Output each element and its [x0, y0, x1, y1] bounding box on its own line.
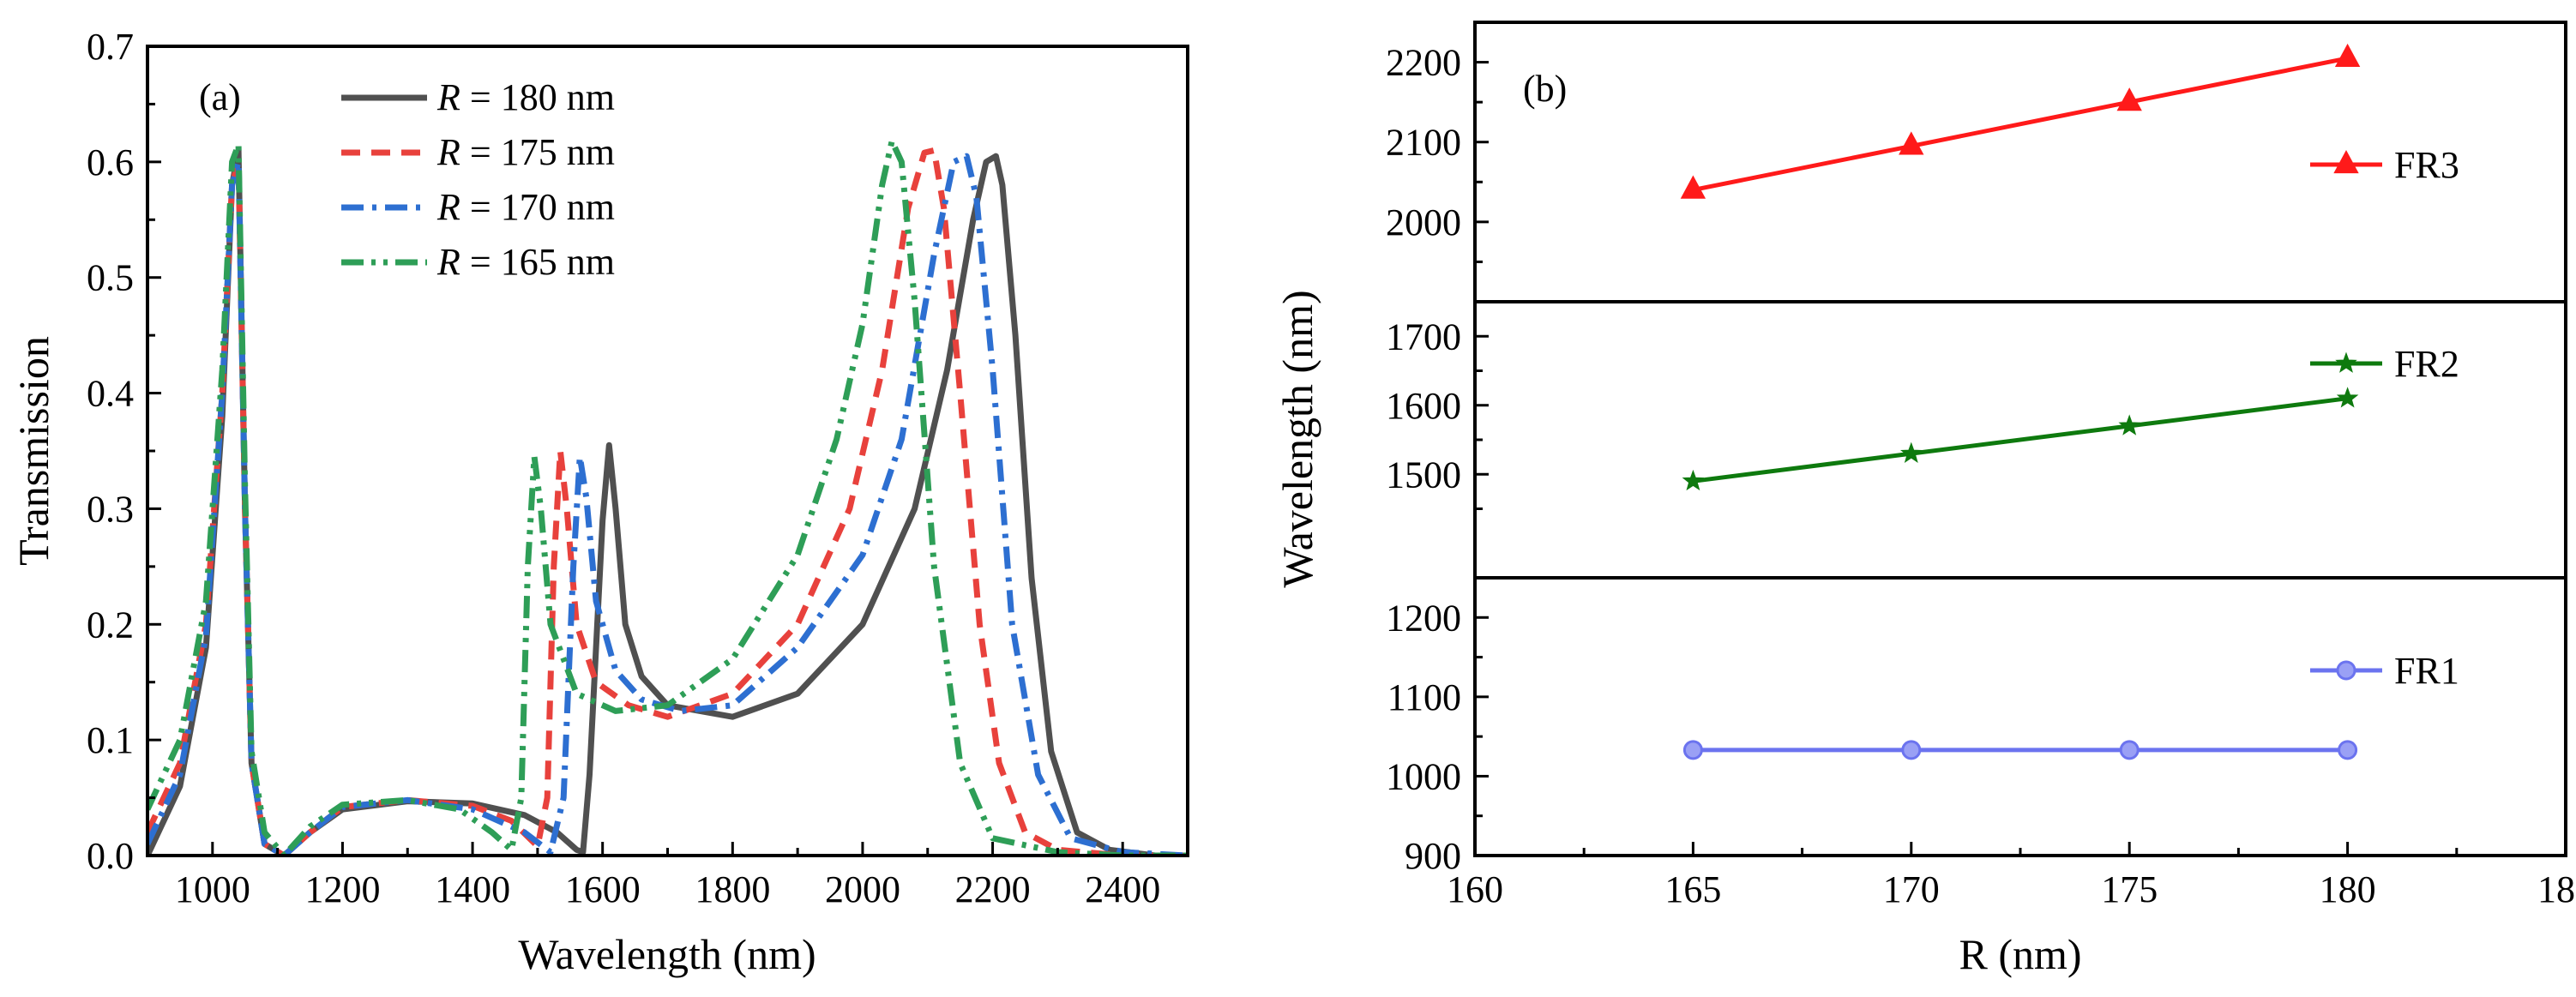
y-tick-label: 0.0: [87, 835, 134, 877]
panel-b-wavelength-chart: 2000 2100 2200 FR3 1500 1600 1700 FR2 900 1000 110…: [1273, 21, 2576, 978]
subplot-fr1: 900 1000 1100 1200 FR1: [1386, 576, 2566, 877]
y-tick-label: 1000: [1386, 755, 1461, 797]
series-line-3: [147, 138, 1188, 856]
y-tick-label: 2000: [1386, 201, 1461, 243]
marker-triangle: [2334, 43, 2361, 68]
legend-label-3: R = 165 nm: [436, 241, 615, 283]
x-tick-label: 2200: [955, 868, 1031, 910]
x-tick-label: 1200: [304, 868, 380, 910]
marker-triangle: [1899, 131, 1924, 155]
marker-circle: [2338, 740, 2358, 760]
series-line-fr2: [1693, 396, 2348, 483]
marker-circle: [2119, 740, 2140, 760]
x-tick-label: 1000: [175, 868, 250, 910]
subplot-fr2: 1500 1600 1700 FR2: [1386, 300, 2566, 510]
x-tick-label: 1600: [565, 868, 641, 910]
y-tick-label: 2100: [1386, 122, 1461, 164]
x-tick-label: 1400: [435, 868, 510, 910]
y-tick-label: 0.3: [87, 488, 134, 530]
legend-label-fr2: FR2: [2394, 343, 2459, 385]
y-tick-label: 900: [1405, 835, 1461, 877]
marker-star: [1900, 441, 1923, 463]
marker-circle: [1901, 740, 1922, 760]
y-tick-label: 0.5: [87, 257, 134, 299]
x-tick-label: 185: [2537, 868, 2576, 910]
y-tick-label: 1700: [1386, 315, 1461, 357]
x-tick-label: 175: [2101, 868, 2158, 910]
x-tick-label: 1800: [695, 868, 770, 910]
legend-label-2: R = 170 nm: [436, 186, 615, 228]
legend-label-fr3: FR3: [2394, 144, 2459, 186]
y-tick-label: 0.1: [87, 719, 134, 761]
panel-a-label: (a): [199, 76, 241, 118]
panel-a-y-axis-title: Transmission: [9, 336, 57, 566]
marker-star: [2336, 387, 2359, 408]
marker-circle: [1682, 740, 1703, 760]
marker-triangle: [2333, 149, 2359, 174]
series-line-fr3: [1692, 56, 2349, 193]
panel-b-label: (b): [1523, 68, 1567, 110]
panel-a-legend: R = 180 nm R = 175 nm R = 170 nm R = 165 nm: [341, 76, 615, 283]
panel-b-y-axis-title: Wavelength (nm): [1273, 290, 1321, 587]
marker-star: [1682, 469, 1705, 491]
x-tick-label: 160: [1447, 868, 1503, 910]
y-tick-label: 0.2: [87, 604, 134, 646]
y-tick-label: 1600: [1386, 385, 1461, 427]
marker-triangle: [1680, 175, 1706, 199]
y-tick-label: 1500: [1386, 453, 1461, 495]
y-tick-label: 2200: [1386, 42, 1461, 84]
y-tick-label: 1200: [1386, 597, 1461, 639]
series-line-2: [147, 153, 1188, 856]
panel-b-x-axis-title: R (nm): [1959, 930, 2081, 978]
panel-a-x-axis-title: Wavelength (nm): [518, 930, 816, 978]
x-tick-label: 180: [2320, 868, 2376, 910]
series-line-1: [147, 147, 1188, 856]
marker-star: [2118, 414, 2140, 435]
legend-label-0: R = 180 nm: [436, 76, 615, 118]
panel-a-transmission-chart: 1000 1200 1400 1600 1800 2000 2200 2400 0.0 0.1 0…: [9, 26, 1189, 978]
marker-circle: [2336, 660, 2356, 681]
y-tick-label: 0.4: [87, 373, 134, 415]
legend-label-1: R = 175 nm: [436, 131, 615, 173]
series-line-0: [147, 147, 1188, 856]
x-tick-label: 165: [1664, 868, 1721, 910]
x-tick-label: 170: [1883, 868, 1940, 910]
x-tick-label: 2400: [1085, 868, 1160, 910]
legend-label-fr1: FR1: [2394, 650, 2459, 692]
x-tick-label: 2000: [825, 868, 900, 910]
subplot-fr3: 2000 2100 2200 FR3: [1386, 21, 2459, 263]
marker-triangle: [2116, 87, 2142, 111]
y-tick-label: 0.7: [87, 26, 134, 68]
y-tick-label: 1100: [1387, 676, 1461, 718]
y-tick-label: 0.6: [87, 141, 134, 183]
marker-star: [2335, 351, 2357, 373]
